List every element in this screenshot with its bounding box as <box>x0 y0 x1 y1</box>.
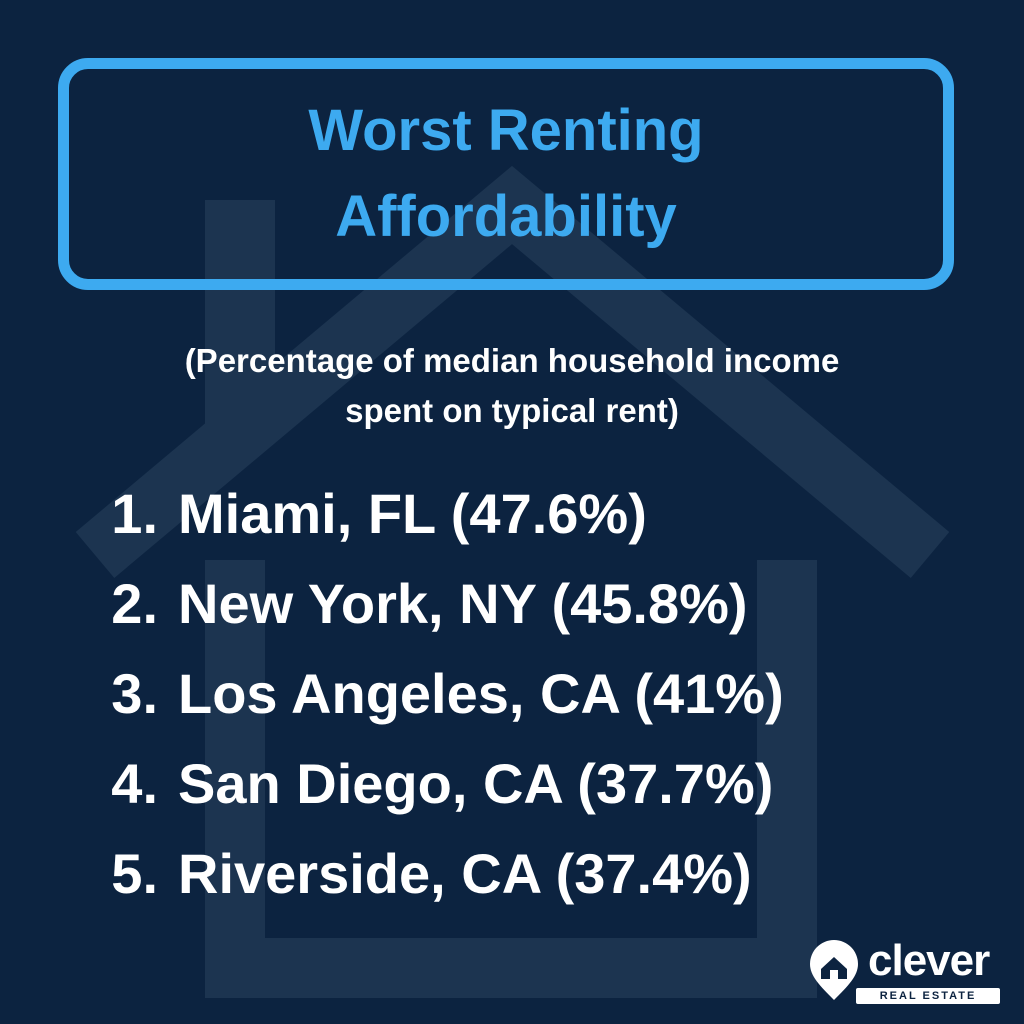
list-item: 2. New York, NY (45.8%) <box>80 558 980 648</box>
logo-wordmark: clever <box>868 936 990 985</box>
rank-number: 5. <box>111 841 158 905</box>
list-item: 1. Miami, FL (47.6%) <box>80 468 980 558</box>
title-box: Worst Renting Affordability <box>58 58 954 290</box>
rank-number: 4. <box>111 751 158 815</box>
rank-city: Miami, FL (47.6%) <box>178 481 647 545</box>
rank-city: New York, NY (45.8%) <box>178 571 748 635</box>
logo-tagline: REAL ESTATE <box>856 988 1000 1004</box>
rank-city: Riverside, CA (37.4%) <box>178 841 752 905</box>
rank-number: 3. <box>111 661 158 725</box>
subtitle-line-2: spent on typical rent) <box>345 392 679 429</box>
ranking-list: 1. Miami, FL (47.6%) 2. New York, NY (45… <box>80 468 980 918</box>
rank-city: Los Angeles, CA (41%) <box>178 661 784 725</box>
list-item: 4. San Diego, CA (37.7%) <box>80 738 980 828</box>
list-item: 5. Riverside, CA (37.4%) <box>80 828 980 918</box>
rank-city: San Diego, CA (37.7%) <box>178 751 774 815</box>
title-line-2: Affordability <box>335 184 677 249</box>
house-pin-icon <box>810 940 858 1000</box>
rank-number: 1. <box>111 481 158 545</box>
title-line-1: Worst Renting <box>308 98 704 163</box>
subtitle: (Percentage of median household income s… <box>60 336 964 436</box>
subtitle-line-1: (Percentage of median household income <box>184 342 840 379</box>
list-item: 3. Los Angeles, CA (41%) <box>80 648 980 738</box>
clever-logo: clever REAL ESTATE <box>806 936 1002 1006</box>
rank-number: 2. <box>111 571 158 635</box>
